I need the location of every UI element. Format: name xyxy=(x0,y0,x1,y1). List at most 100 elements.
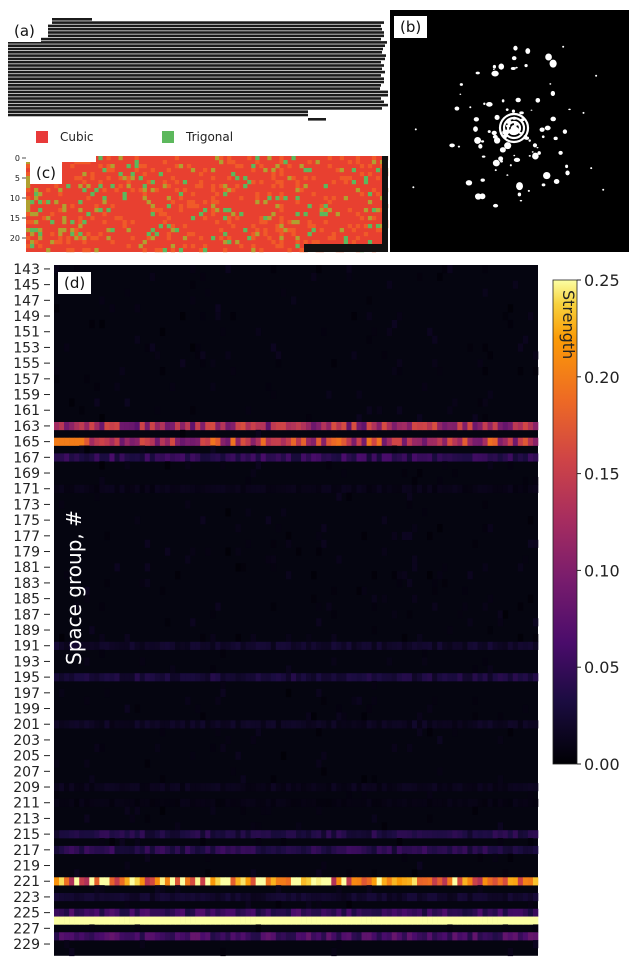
panel-d-cell xyxy=(89,422,95,431)
panel-d-cell xyxy=(134,845,141,855)
panel-c-cell-cubic xyxy=(267,192,272,197)
panel-d-cell xyxy=(275,359,282,368)
panel-d-cell xyxy=(381,516,388,525)
panel-d-cell xyxy=(169,484,176,493)
panel-d-cell xyxy=(195,877,201,886)
panel-c-cell-cubic xyxy=(130,220,135,225)
panel-d-cell xyxy=(427,790,433,800)
panel-d-cell xyxy=(144,437,151,446)
panel-d-cell xyxy=(381,641,388,650)
panel-d-cell xyxy=(205,673,211,682)
panel-c-cell-cubic xyxy=(279,204,284,209)
panel-c-cell-cubic xyxy=(227,236,232,241)
panel-c-cell-trigonal xyxy=(54,200,59,205)
panel-d-cell xyxy=(447,932,453,941)
panel-d-ylabel: Space group, # xyxy=(62,510,86,665)
panel-d-cell xyxy=(54,830,60,839)
panel-d-cell xyxy=(265,484,272,493)
panel-d-cell xyxy=(301,877,307,886)
panel-d-cell xyxy=(462,916,468,925)
panel-c-cell-trigonal xyxy=(351,180,357,185)
panel-d-cell xyxy=(311,422,317,431)
panel-c-cell-cubic xyxy=(255,192,260,197)
panel-d-cell xyxy=(159,453,166,462)
panel-d-cell xyxy=(144,343,151,352)
panel-d-cell xyxy=(371,571,377,580)
panel-d-cell xyxy=(260,932,267,941)
panel-d-cell xyxy=(381,798,388,807)
panel-d-cell xyxy=(366,720,372,729)
panel-d-cell xyxy=(331,359,337,368)
colorbar-tick-label: 0.15 xyxy=(584,465,620,484)
panel-d-cell xyxy=(240,563,246,572)
panel-c-cell-trigonal xyxy=(235,240,240,245)
panel-d-cell xyxy=(59,437,65,446)
panel-d-cell xyxy=(54,367,60,376)
panel-c-cell-cubic xyxy=(235,164,240,169)
panel-d-cell xyxy=(447,830,453,839)
panel-d-cell xyxy=(371,673,377,682)
panel-c-cell-cubic xyxy=(174,180,180,185)
panel-d-cell xyxy=(381,932,388,941)
diffraction-spot xyxy=(493,68,495,71)
panel-d-cell xyxy=(260,641,267,650)
panel-d-cell xyxy=(527,916,534,925)
panel-d-cell xyxy=(190,798,196,807)
panel-d-cell xyxy=(94,743,100,752)
panel-d-cell xyxy=(169,720,176,729)
panel-d-cell xyxy=(336,845,342,855)
panel-d-cell xyxy=(119,367,125,376)
panel-d-cell xyxy=(301,830,307,839)
panel-d-cell xyxy=(129,798,135,807)
panel-d-y-tick-label: 215 xyxy=(13,827,40,843)
legend-label-trigonal: Trigonal xyxy=(186,130,234,144)
panel-d-cell xyxy=(149,845,156,855)
panel-d-y-tick-label: 147 xyxy=(13,293,40,309)
panel-c-cell-cubic xyxy=(251,224,256,229)
panel-c-cell-cubic xyxy=(219,156,224,161)
panel-c-cell-trigonal xyxy=(371,208,377,213)
panel-c-cell-cubic xyxy=(291,232,296,237)
panel-c-cell-cubic xyxy=(215,200,220,205)
panel-d-cell xyxy=(195,484,201,493)
panel-label-c: (c) xyxy=(30,162,62,184)
panel-c-cell-trigonal xyxy=(146,200,151,205)
panel-d-cell xyxy=(482,893,488,902)
panel-c-cell-cubic xyxy=(198,180,204,185)
panel-d-cell xyxy=(437,893,443,902)
panel-d-cell xyxy=(321,524,327,533)
panel-d-cell xyxy=(336,673,342,682)
panel-d-cell xyxy=(200,484,206,493)
panel-d-cell xyxy=(301,673,307,682)
panel-d-cell xyxy=(351,641,357,650)
panel-d-cell xyxy=(522,641,529,650)
panel-a-strip xyxy=(48,24,381,28)
panel-d-y-tick-label: 161 xyxy=(13,403,40,419)
panel-c-cell-trigonal xyxy=(371,160,377,165)
panel-d-cell xyxy=(522,908,529,917)
panel-d-cell xyxy=(376,908,383,917)
panel-a-strip xyxy=(8,57,385,61)
panel-d-cell xyxy=(84,657,90,666)
panel-d-cell xyxy=(472,830,478,839)
panel-d-cell xyxy=(346,492,352,501)
panel-d-cell xyxy=(99,893,105,902)
panel-d-cell xyxy=(215,304,221,313)
diffraction-spot xyxy=(492,203,499,208)
panel-d-cell xyxy=(447,916,453,925)
legend-label-cubic: Cubic xyxy=(60,130,94,144)
panel-d-cell xyxy=(205,908,211,917)
panel-c-cell-cubic xyxy=(178,208,184,213)
panel-c-cell-cubic xyxy=(58,240,63,245)
panel-d-cell xyxy=(391,845,398,855)
diffraction-spot xyxy=(565,164,569,169)
panel-d-cell xyxy=(467,845,473,855)
panel-d-cell xyxy=(472,783,478,792)
panel-d-cell xyxy=(432,720,438,729)
panel-d-cell xyxy=(522,845,529,855)
panel-d-cell xyxy=(265,641,272,650)
panel-c-cell-trigonal xyxy=(126,228,131,233)
panel-d-cell xyxy=(341,422,347,431)
panel-d-cell xyxy=(492,932,498,941)
panel-d-cell xyxy=(492,908,498,917)
